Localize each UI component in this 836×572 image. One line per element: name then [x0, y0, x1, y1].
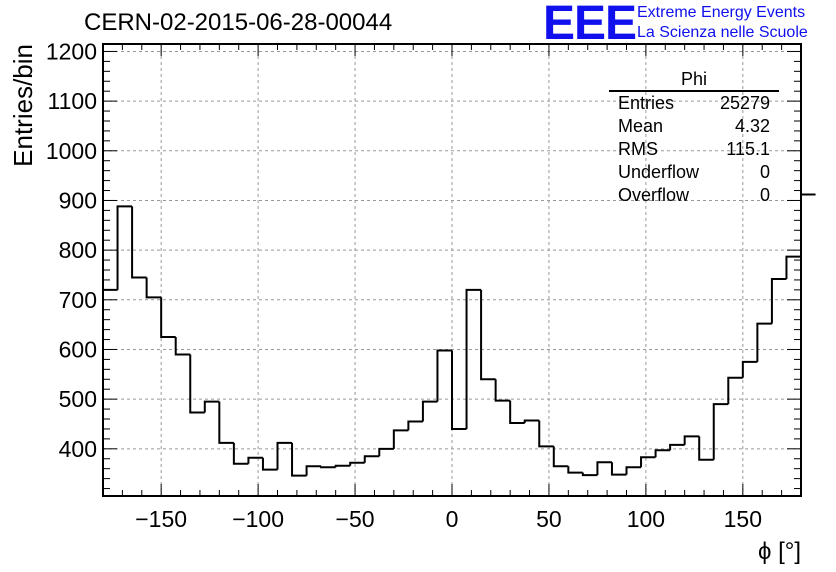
logo-line-1: Extreme Energy Events — [637, 4, 806, 21]
histogram-bin — [480, 289, 496, 381]
histogram-bin — [552, 446, 569, 468]
histogram-bin — [712, 403, 729, 460]
histogram-bin — [785, 255, 801, 279]
x-tick-label: −150 — [135, 506, 187, 532]
histogram-bin — [218, 401, 234, 444]
histogram-bin — [189, 354, 205, 414]
stats-rows: Entries 25279 Mean 4.32 RMS 115.1 Underflow 0 Ov… — [609, 92, 779, 207]
histogram-bin — [276, 441, 293, 470]
histogram-bin — [538, 420, 554, 448]
histogram-bin — [596, 461, 612, 476]
x-tick-label: −50 — [336, 506, 375, 532]
run-title: CERN-02-2015-06-28-00044 — [84, 9, 393, 36]
histogram-bin — [203, 400, 220, 413]
histogram-bin — [669, 443, 685, 451]
histogram-bin — [465, 288, 482, 429]
histogram-bin — [261, 457, 278, 471]
histogram-bin — [509, 400, 525, 424]
y-axis-label: Entries/bin — [8, 44, 38, 167]
x-tick-label: 50 — [536, 506, 562, 532]
x-tick-label: −100 — [232, 506, 284, 532]
histogram-bin — [131, 206, 147, 279]
histogram-bin — [727, 376, 743, 405]
stats-label: Entries — [618, 93, 675, 113]
stats-row-rms: RMS 115.1 — [609, 138, 779, 161]
stats-row-underflow: Underflow 0 — [609, 161, 779, 184]
y-tick-label: 1100 — [48, 88, 97, 114]
histogram-bin — [610, 462, 627, 476]
histogram-bin — [305, 465, 322, 476]
stats-value: 4.32 — [734, 116, 770, 136]
histogram-bin — [756, 322, 772, 362]
histogram-bin — [291, 442, 307, 477]
stats-row-overflow: Overflow 0 — [609, 184, 779, 207]
histogram-bin — [421, 400, 438, 422]
y-tick-label: 800 — [59, 237, 97, 263]
histogram-bin — [145, 277, 162, 299]
histogram-bin — [494, 379, 511, 402]
stats-value: 115.1 — [726, 139, 770, 159]
histogram-bin — [698, 436, 714, 461]
histogram-bin — [640, 456, 656, 468]
histogram-bin — [770, 277, 787, 324]
logo-line-2: La Scienza nelle Scuole — [637, 24, 808, 41]
x-axis-label: ϕ [°] — [758, 538, 801, 565]
histogram-bin — [349, 461, 365, 466]
histogram-bin — [800, 193, 816, 257]
histogram-bin — [436, 349, 452, 402]
stats-label: Mean — [618, 116, 664, 136]
x-tick-label: 100 — [627, 506, 665, 532]
x-tick-label: 0 — [446, 506, 459, 532]
stats-value: 0 — [759, 185, 770, 205]
histogram-bin — [625, 466, 642, 475]
stats-value: 25279 — [719, 93, 770, 113]
histogram-bin — [116, 205, 133, 290]
y-tick-label: 1200 — [46, 38, 97, 64]
histogram-bin — [320, 466, 336, 469]
histogram-bin — [160, 297, 176, 339]
stats-label: Underflow — [618, 162, 700, 182]
histogram-bin — [567, 466, 583, 474]
histogram-bin — [683, 435, 700, 445]
y-tick-label: 900 — [59, 187, 97, 213]
histogram-bin — [232, 442, 249, 465]
histogram-bin — [741, 360, 758, 378]
y-tick-label: 600 — [59, 336, 97, 362]
histogram-bin — [174, 337, 191, 356]
x-tick-label: 150 — [724, 506, 762, 532]
histogram-bin — [378, 447, 394, 457]
stats-title: Phi — [609, 69, 779, 92]
stats-label: RMS — [618, 139, 658, 159]
stats-row-mean: Mean 4.32 — [609, 115, 779, 138]
eee-logo: EEE — [543, 0, 637, 50]
histogram-bin — [392, 429, 409, 449]
histogram-bin — [334, 464, 351, 468]
histogram-bin — [581, 472, 598, 477]
histogram-bin — [247, 456, 263, 464]
stats-value: 0 — [759, 162, 770, 182]
y-tick-label: 1000 — [46, 138, 97, 164]
histogram-bin — [523, 419, 540, 423]
y-tick-label: 700 — [59, 287, 97, 313]
plot-frame — [102, 43, 802, 497]
stats-row-entries: Entries 25279 — [609, 92, 779, 115]
histogram-bin — [407, 420, 423, 431]
y-tick-label: 500 — [59, 386, 97, 412]
histogram-bin — [654, 449, 671, 458]
histogram-bin — [363, 455, 380, 463]
y-tick-label: 400 — [59, 436, 97, 462]
histogram-bin — [451, 350, 467, 430]
stats-box: Phi Entries 25279 Mean 4.32 RMS 115.1 Underflo… — [609, 69, 779, 207]
stats-label: Overflow — [618, 185, 690, 205]
